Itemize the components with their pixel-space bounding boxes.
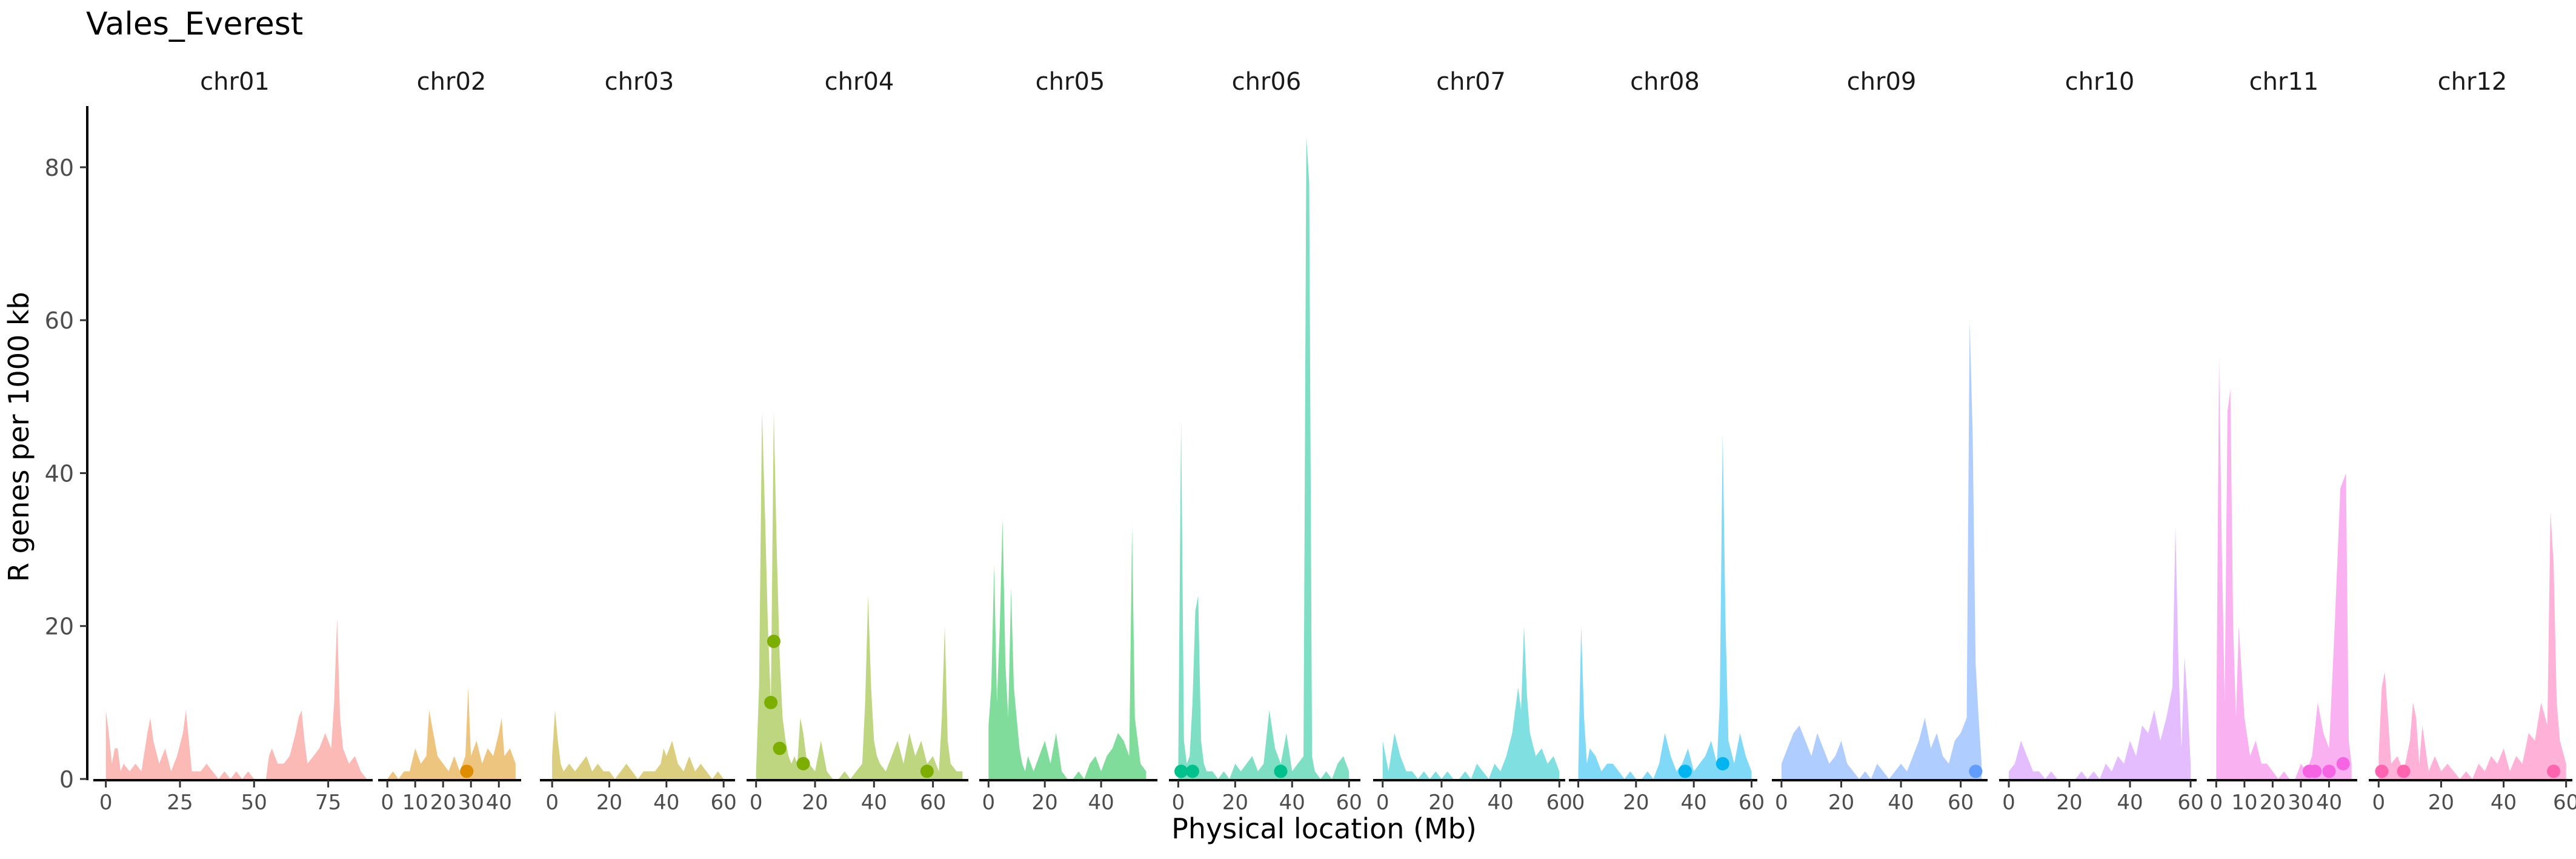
x-tick-label: 0 <box>2209 790 2223 815</box>
x-tick-label: 40 <box>2491 790 2517 815</box>
x-tick-label: 0 <box>545 790 559 815</box>
x-tick-label: 0 <box>99 790 113 815</box>
x-tick-label: 20 <box>2056 790 2082 815</box>
area-series-chr06 <box>1178 136 1350 779</box>
r-gene-cluster-point <box>920 764 934 778</box>
area-series-chr03 <box>552 710 730 779</box>
x-tick-label: 60 <box>2553 790 2576 815</box>
y-tick-label: 0 <box>59 766 74 793</box>
facet-strip-label: chr12 <box>2438 68 2508 96</box>
x-tick-label: 20 <box>596 790 622 815</box>
x-tick-label: 40 <box>1279 790 1305 815</box>
area-series-chr05 <box>988 519 1147 779</box>
area-series-chr02 <box>387 687 516 779</box>
y-tick-label: 20 <box>45 613 74 640</box>
x-tick-label: 40 <box>1088 790 1114 815</box>
r-gene-cluster-point <box>2397 764 2411 778</box>
facet-strip-label: chr02 <box>417 68 487 96</box>
x-tick-label: 60 <box>1546 790 1573 815</box>
r-gene-cluster-point <box>2336 757 2350 770</box>
x-tick-label: 60 <box>1739 790 1765 815</box>
x-tick-label: 40 <box>653 790 679 815</box>
x-tick-label: 20 <box>2428 790 2454 815</box>
area-series-chr11 <box>2216 358 2352 779</box>
x-tick-label: 20 <box>1428 790 1454 815</box>
x-tick-label: 30 <box>458 790 484 815</box>
r-gene-cluster-point <box>764 695 778 709</box>
x-tick-label: 0 <box>1775 790 1788 815</box>
x-tick-label: 20 <box>2260 790 2286 815</box>
x-tick-label: 10 <box>402 790 428 815</box>
x-tick-label: 0 <box>1572 790 1585 815</box>
x-tick-label: 20 <box>430 790 456 815</box>
x-tick-label: 40 <box>2316 790 2342 815</box>
r-gene-cluster-point <box>767 634 780 648</box>
facet-strip-label: chr05 <box>1036 68 1105 96</box>
x-tick-label: 25 <box>167 790 193 815</box>
facet-strip-label: chr01 <box>200 68 270 96</box>
x-tick-label: 0 <box>381 790 394 815</box>
area-series-chr07 <box>1382 626 1560 779</box>
r-gene-cluster-point <box>1969 764 1983 778</box>
x-tick-label: 20 <box>1828 790 1854 815</box>
x-tick-label: 0 <box>2372 790 2385 815</box>
x-tick-label: 0 <box>750 790 763 815</box>
y-tick-label: 40 <box>45 460 74 487</box>
area-series-chr09 <box>1781 320 1982 779</box>
x-tick-label: 20 <box>802 790 828 815</box>
r-gene-cluster-point <box>1716 757 1729 770</box>
x-tick-label: 60 <box>2177 790 2203 815</box>
x-tick-label: 40 <box>1888 790 1914 815</box>
x-tick-label: 40 <box>486 790 512 815</box>
x-tick-label: 20 <box>1623 790 1649 815</box>
facet-strip-label: chr06 <box>1232 68 1302 96</box>
y-tick-label: 60 <box>45 307 74 334</box>
x-tick-label: 20 <box>1032 790 1058 815</box>
x-tick-label: 40 <box>1487 790 1513 815</box>
r-gene-cluster-point <box>2375 764 2389 778</box>
r-gene-cluster-point <box>796 757 810 770</box>
x-tick-label: 0 <box>2002 790 2015 815</box>
x-tick-label: 60 <box>920 790 946 815</box>
x-tick-label: 0 <box>1172 790 1185 815</box>
facet-strip-label: chr03 <box>605 68 674 96</box>
x-tick-label: 0 <box>1376 790 1390 815</box>
r-gene-cluster-point <box>2322 764 2336 778</box>
r-gene-cluster-point <box>1174 764 1188 778</box>
chart-title: Vales_Everest <box>86 6 304 42</box>
facet-strip-label: chr10 <box>2065 68 2135 96</box>
x-tick-label: 30 <box>2288 790 2314 815</box>
x-tick-label: 0 <box>982 790 995 815</box>
facet-strip-label: chr09 <box>1847 68 1917 96</box>
r-gene-cluster-point <box>460 764 474 778</box>
x-tick-label: 20 <box>1222 790 1248 815</box>
r-gene-cluster-point <box>1274 764 1288 778</box>
x-tick-label: 40 <box>2117 790 2143 815</box>
r-gene-cluster-point <box>1185 764 1199 778</box>
r-gene-cluster-point <box>2547 764 2561 778</box>
x-tick-label: 10 <box>2231 790 2257 815</box>
x-tick-label: 60 <box>1948 790 1974 815</box>
x-tick-label: 50 <box>241 790 267 815</box>
area-series-chr12 <box>2378 511 2566 779</box>
x-tick-label: 75 <box>315 790 341 815</box>
x-axis-title: Physical location (Mb) <box>1171 812 1477 845</box>
x-tick-label: 60 <box>1336 790 1362 815</box>
facet-strip-label: chr11 <box>2249 68 2319 96</box>
area-series-chr04 <box>756 412 963 779</box>
area-series-chr10 <box>2009 526 2191 779</box>
area-series-chr08 <box>1578 435 1752 779</box>
area-series-chr01 <box>105 618 367 779</box>
x-tick-label: 60 <box>711 790 737 815</box>
y-tick-label: 80 <box>45 155 74 181</box>
facet-strip-label: chr07 <box>1436 68 1506 96</box>
facet-strip-label: chr04 <box>825 68 894 96</box>
r-gene-cluster-point <box>1678 764 1692 778</box>
x-tick-label: 40 <box>1681 790 1707 815</box>
facet-strip-label: chr08 <box>1630 68 1700 96</box>
r-gene-cluster-point <box>2308 764 2322 778</box>
r-gene-cluster-point <box>773 741 787 755</box>
x-tick-label: 40 <box>861 790 887 815</box>
